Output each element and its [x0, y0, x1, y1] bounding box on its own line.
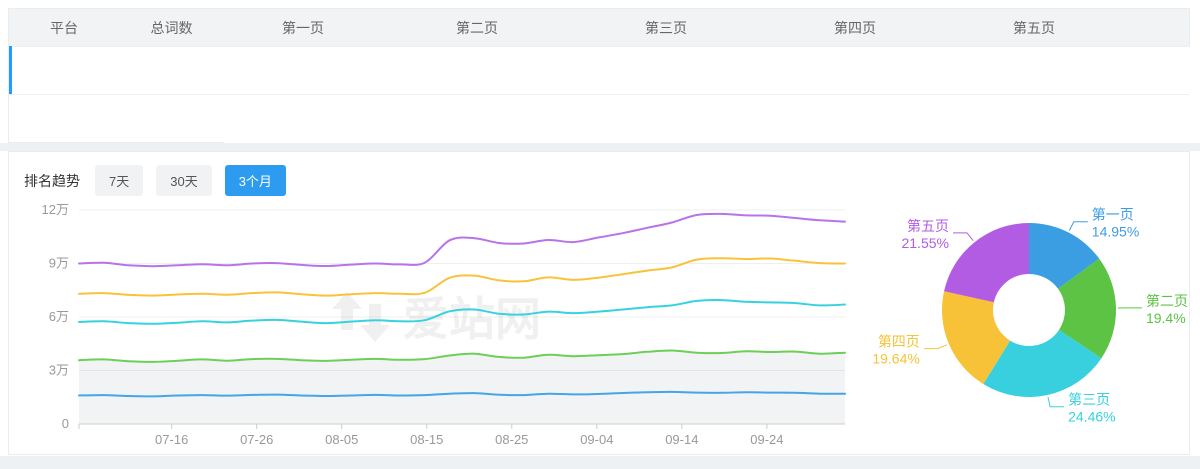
- col-header-page4: 第四页: [834, 19, 876, 36]
- donut-label-pct-3: 19.64%: [872, 351, 919, 367]
- x-axis-label: 07-16: [155, 432, 188, 447]
- x-axis-label: 09-14: [665, 432, 698, 447]
- col-header-page2: 第二页: [456, 19, 498, 36]
- x-axis-label: 09-24: [750, 432, 783, 447]
- svg-text:爱站网: 爱站网: [403, 293, 541, 345]
- tab-3-months[interactable]: 3个月: [224, 165, 286, 196]
- donut-label-pct-0: 14.95%: [1092, 224, 1139, 240]
- donut-leader-line-0: [1068, 221, 1088, 231]
- x-axis-label: 08-15: [410, 432, 443, 447]
- col-header-page5: 第五页: [1013, 19, 1055, 36]
- donut-leader-line-2: [1047, 396, 1065, 408]
- donut-label-name-0: 第一页: [1092, 207, 1134, 223]
- table-row-pc[interactable]: PC端 114,115 17,056 14.95%▼ 22,144 19.40%…: [9, 46, 1200, 469]
- donut-slice-0: [1029, 223, 1100, 289]
- donut-label-name-3: 第四页: [878, 334, 920, 350]
- donut-slice-1: [1058, 258, 1116, 359]
- col-header-page3: 第三页: [645, 19, 687, 36]
- x-axis-label: 08-25: [495, 432, 528, 447]
- page-bottom-margin: [0, 456, 1200, 469]
- keyword-rank-table: 平台 总词数 第一页 第二页 第三页 第四页 第五页 PC端 114,115 1…: [8, 8, 1200, 469]
- trend-toolbar: 排名趋势 7天 30天 3个月: [9, 152, 1189, 196]
- table-header-row: 平台 总词数 第一页 第二页 第三页 第四页 第五页: [9, 9, 1189, 46]
- col-header-page1: 第一页: [282, 19, 324, 36]
- col-header-total-words: 总词数: [150, 19, 193, 36]
- section-divider: [0, 143, 1200, 151]
- line-series-5-blue: [78, 390, 846, 398]
- x-axis-label: 07-26: [240, 432, 273, 447]
- y-axis-label: 0: [62, 416, 69, 431]
- donut-label-name-4: 第五页: [907, 218, 949, 234]
- donut-slice-3: [942, 291, 1011, 385]
- y-axis-label: 3万: [49, 363, 69, 378]
- donut-slice-2: [983, 329, 1102, 397]
- y-axis-label: 9万: [49, 256, 69, 271]
- x-axis-label: 08-05: [325, 432, 358, 447]
- tab-7-days[interactable]: 7天: [95, 165, 144, 196]
- donut-leader-line-3: [923, 344, 948, 350]
- area-series-4-green: [79, 350, 845, 424]
- line-series-4-green: [78, 349, 846, 363]
- donut-slice-4: [944, 223, 1029, 303]
- col-header-platform: 平台: [50, 19, 78, 36]
- donut-label-pct-4: 21.55%: [901, 235, 948, 251]
- donut-label-pct-2: 24.46%: [1068, 409, 1115, 425]
- y-axis-label: 6万: [49, 309, 69, 324]
- donut-label-pct-1: 19.4%: [1146, 310, 1186, 326]
- line-series-1-purple: [78, 212, 846, 268]
- trend-section-title: 排名趋势: [24, 172, 80, 189]
- donut-label-name-1: 第二页: [1146, 293, 1188, 309]
- donut-label-name-2: 第三页: [1068, 392, 1110, 408]
- line-series-2-yellow: [78, 257, 846, 297]
- x-axis-label: 09-04: [580, 432, 613, 447]
- table-row-mobile[interactable]: 移动端 89,229 14,816 16.60%▼ 19,532 21.89%▲…: [9, 94, 1200, 469]
- aizhan-watermark: 爱站网: [332, 292, 541, 345]
- y-axis-label: 12万: [42, 202, 69, 217]
- rank-trend-panel: 排名趋势 7天 30天 3个月 爱站网 07-16 07-26 08-05 08-15 0…: [8, 151, 1190, 455]
- donut-leader-line-4: [952, 232, 974, 241]
- line-series-3-cyan: [78, 299, 846, 325]
- tab-30-days[interactable]: 30天: [156, 165, 212, 196]
